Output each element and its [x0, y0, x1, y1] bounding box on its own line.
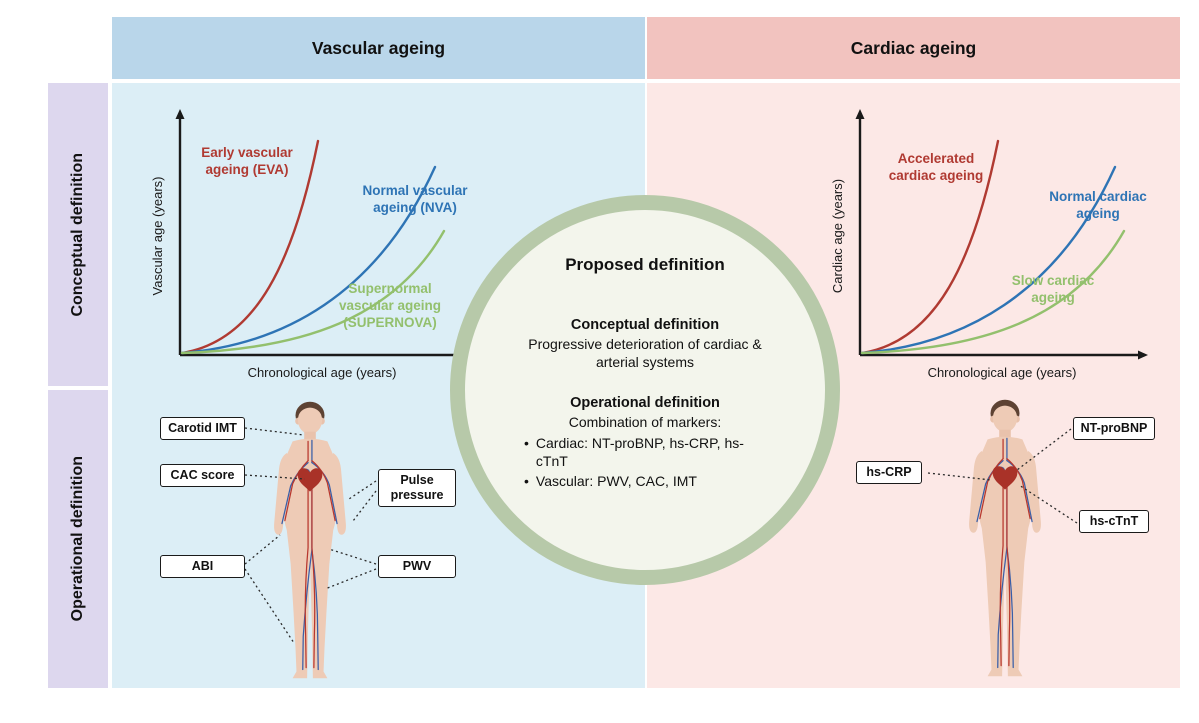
eva-curve-label: Early vascular ageing (EVA) [201, 145, 293, 177]
carotid-imt-connector [244, 427, 305, 436]
cardiac-connector-lines [927, 428, 1078, 524]
vascular-y-axis-arrow-icon [175, 109, 185, 119]
cardiac-markers-bullet: • Cardiac: NT-proBNP, hs-CRP, hs-cTnT [524, 434, 766, 470]
operational-definition-row-label: Operational definition [48, 390, 108, 688]
cardiac-ageing-chart: Cardiac age (years) Chronological age (y… [830, 109, 1148, 380]
normal-cardiac-curve [860, 165, 1117, 355]
nt-probnp-marker: NT-proBNP [1073, 417, 1155, 440]
bullet-icon: • [524, 434, 529, 451]
abi-connector-2 [244, 568, 295, 644]
operational-definition-heading: Operational definition [570, 395, 720, 412]
bullet-icon: • [524, 472, 529, 489]
cardiac-ageing-header: Cardiac ageing [647, 17, 1180, 79]
marker-bullet-list: • Cardiac: NT-proBNP, hs-CRP, hs-cTnT • … [524, 434, 766, 491]
vascular-y-axis-label: Vascular age (years) [150, 177, 165, 296]
hs-ctnt-marker: hs-cTnT [1079, 510, 1149, 533]
cardiac-y-axis-arrow-icon [855, 109, 865, 119]
abi-marker: ABI [160, 555, 245, 578]
abi-connector-1 [244, 534, 281, 565]
nt-probnp-connector [1016, 428, 1072, 471]
vascular-markers-bullet: • Vascular: PWV, CAC, IMT [524, 472, 766, 490]
vascular-x-axis-label: Chronological age (years) [248, 365, 397, 380]
cardiac-markers-bullet-text: Cardiac: NT-proBNP, hs-CRP, hs-cTnT [535, 434, 744, 469]
cardiac-x-axis-label: Chronological age (years) [928, 365, 1077, 380]
accelerated-cardiac-curve [860, 139, 1000, 355]
pwv-marker: PWV [378, 555, 456, 578]
cardiac-x-axis-arrow-icon [1138, 350, 1148, 360]
normal-cardiac-curve-label: Normal cardiac ageing [1049, 189, 1147, 221]
hs-ctnt-connector [1018, 484, 1078, 524]
conceptual-definition-heading: Conceptual definition [570, 317, 720, 333]
cac-score-marker: CAC score [160, 464, 245, 487]
supernova-curve [180, 229, 446, 355]
pulse-pressure-connector-2 [352, 490, 377, 522]
eva-curve [180, 139, 320, 355]
hs-crp-connector [927, 472, 992, 481]
accelerated-cardiac-curve-label: Accelerated cardiac ageing [888, 151, 984, 183]
pwv-connector-2 [324, 568, 377, 590]
slow-cardiac-curve-label: Slow cardiac ageing [1011, 273, 1095, 305]
pulse-pressure-connector-1 [348, 480, 377, 500]
operational-definition-intro: Combination of markers: [568, 414, 722, 431]
cardiac-y-axis-label: Cardiac age (years) [830, 179, 845, 293]
conceptual-definition-row-label: Conceptual definition [48, 83, 108, 386]
nva-curve [180, 165, 437, 355]
slow-cardiac-curve [860, 229, 1126, 355]
supernova-curve-label: Supernormal vascular ageing (SUPERNOVA) [338, 281, 442, 330]
vascular-ageing-chart: Vascular age (years) Chronological age (… [150, 109, 468, 380]
conceptual-definition-row-label-text: Conceptual definition [69, 152, 86, 317]
pwv-connector-1 [328, 548, 377, 565]
pulse-pressure-marker: Pulse pressure [378, 469, 456, 507]
proposed-definition-circle: Proposed definition Conceptual definitio… [450, 195, 840, 585]
nva-curve-label: Normal vascular ageing (NVA) [362, 183, 468, 215]
proposed-definition-title: Proposed definition [565, 255, 725, 274]
hs-crp-marker: hs-CRP [856, 461, 922, 484]
conceptual-definition-text: Progressive deterioration of cardiac & a… [528, 336, 762, 371]
vascular-ageing-header: Vascular ageing [112, 17, 645, 79]
vascular-connector-lines [244, 427, 377, 644]
cac-score-connector [244, 474, 306, 480]
operational-definition-row-label-text: Operational definition [69, 456, 86, 622]
carotid-imt-marker: Carotid IMT [160, 417, 245, 440]
vascular-markers-bullet-text: Vascular: PWV, CAC, IMT [535, 472, 697, 489]
